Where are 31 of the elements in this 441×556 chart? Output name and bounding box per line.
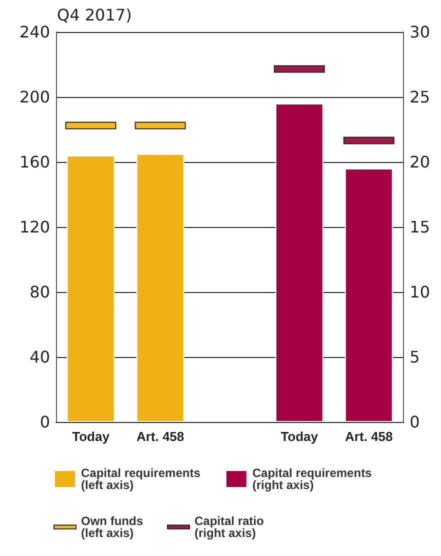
y2-tick-label: 0	[410, 412, 420, 432]
y2-tick-label: 20	[410, 152, 430, 172]
bar	[274, 65, 325, 73]
x-tick-label: Art. 458	[136, 429, 184, 444]
bar	[344, 168, 393, 422]
bar	[66, 156, 115, 422]
y-tick-label: 0	[40, 412, 50, 432]
y-tick-label: 200	[19, 88, 50, 106]
y-tick-label: 160	[19, 152, 50, 172]
y2-tick-label: 10	[410, 282, 430, 302]
x-tick-label: Today	[280, 429, 319, 444]
chart-title: Q4 2017)	[57, 6, 132, 24]
legend-label: Capital ratio (right axis)	[194, 514, 264, 540]
bar	[343, 136, 394, 144]
bar	[136, 154, 184, 422]
legend-label: Capital requirements (right axis)	[252, 466, 372, 492]
y2-tick-label: 5	[410, 348, 420, 366]
y-tick-label: 120	[19, 218, 50, 236]
x-tick-label: Art. 458	[345, 429, 393, 444]
bar	[65, 122, 116, 130]
x-tick-label: Today	[72, 429, 110, 444]
bar	[134, 122, 186, 130]
y-tick-label: 240	[19, 22, 50, 42]
legend-label: Own funds (left axis)	[81, 514, 144, 540]
y2-tick-label: 15	[410, 218, 430, 236]
y2-tick-label: 25	[410, 88, 430, 106]
legend-label: Capital requirements (left axis)	[81, 466, 201, 492]
y2-tick-label: 30	[410, 22, 430, 42]
bar	[275, 104, 324, 422]
y-tick-label: 80	[30, 282, 50, 302]
y-tick-label: 40	[30, 348, 50, 366]
